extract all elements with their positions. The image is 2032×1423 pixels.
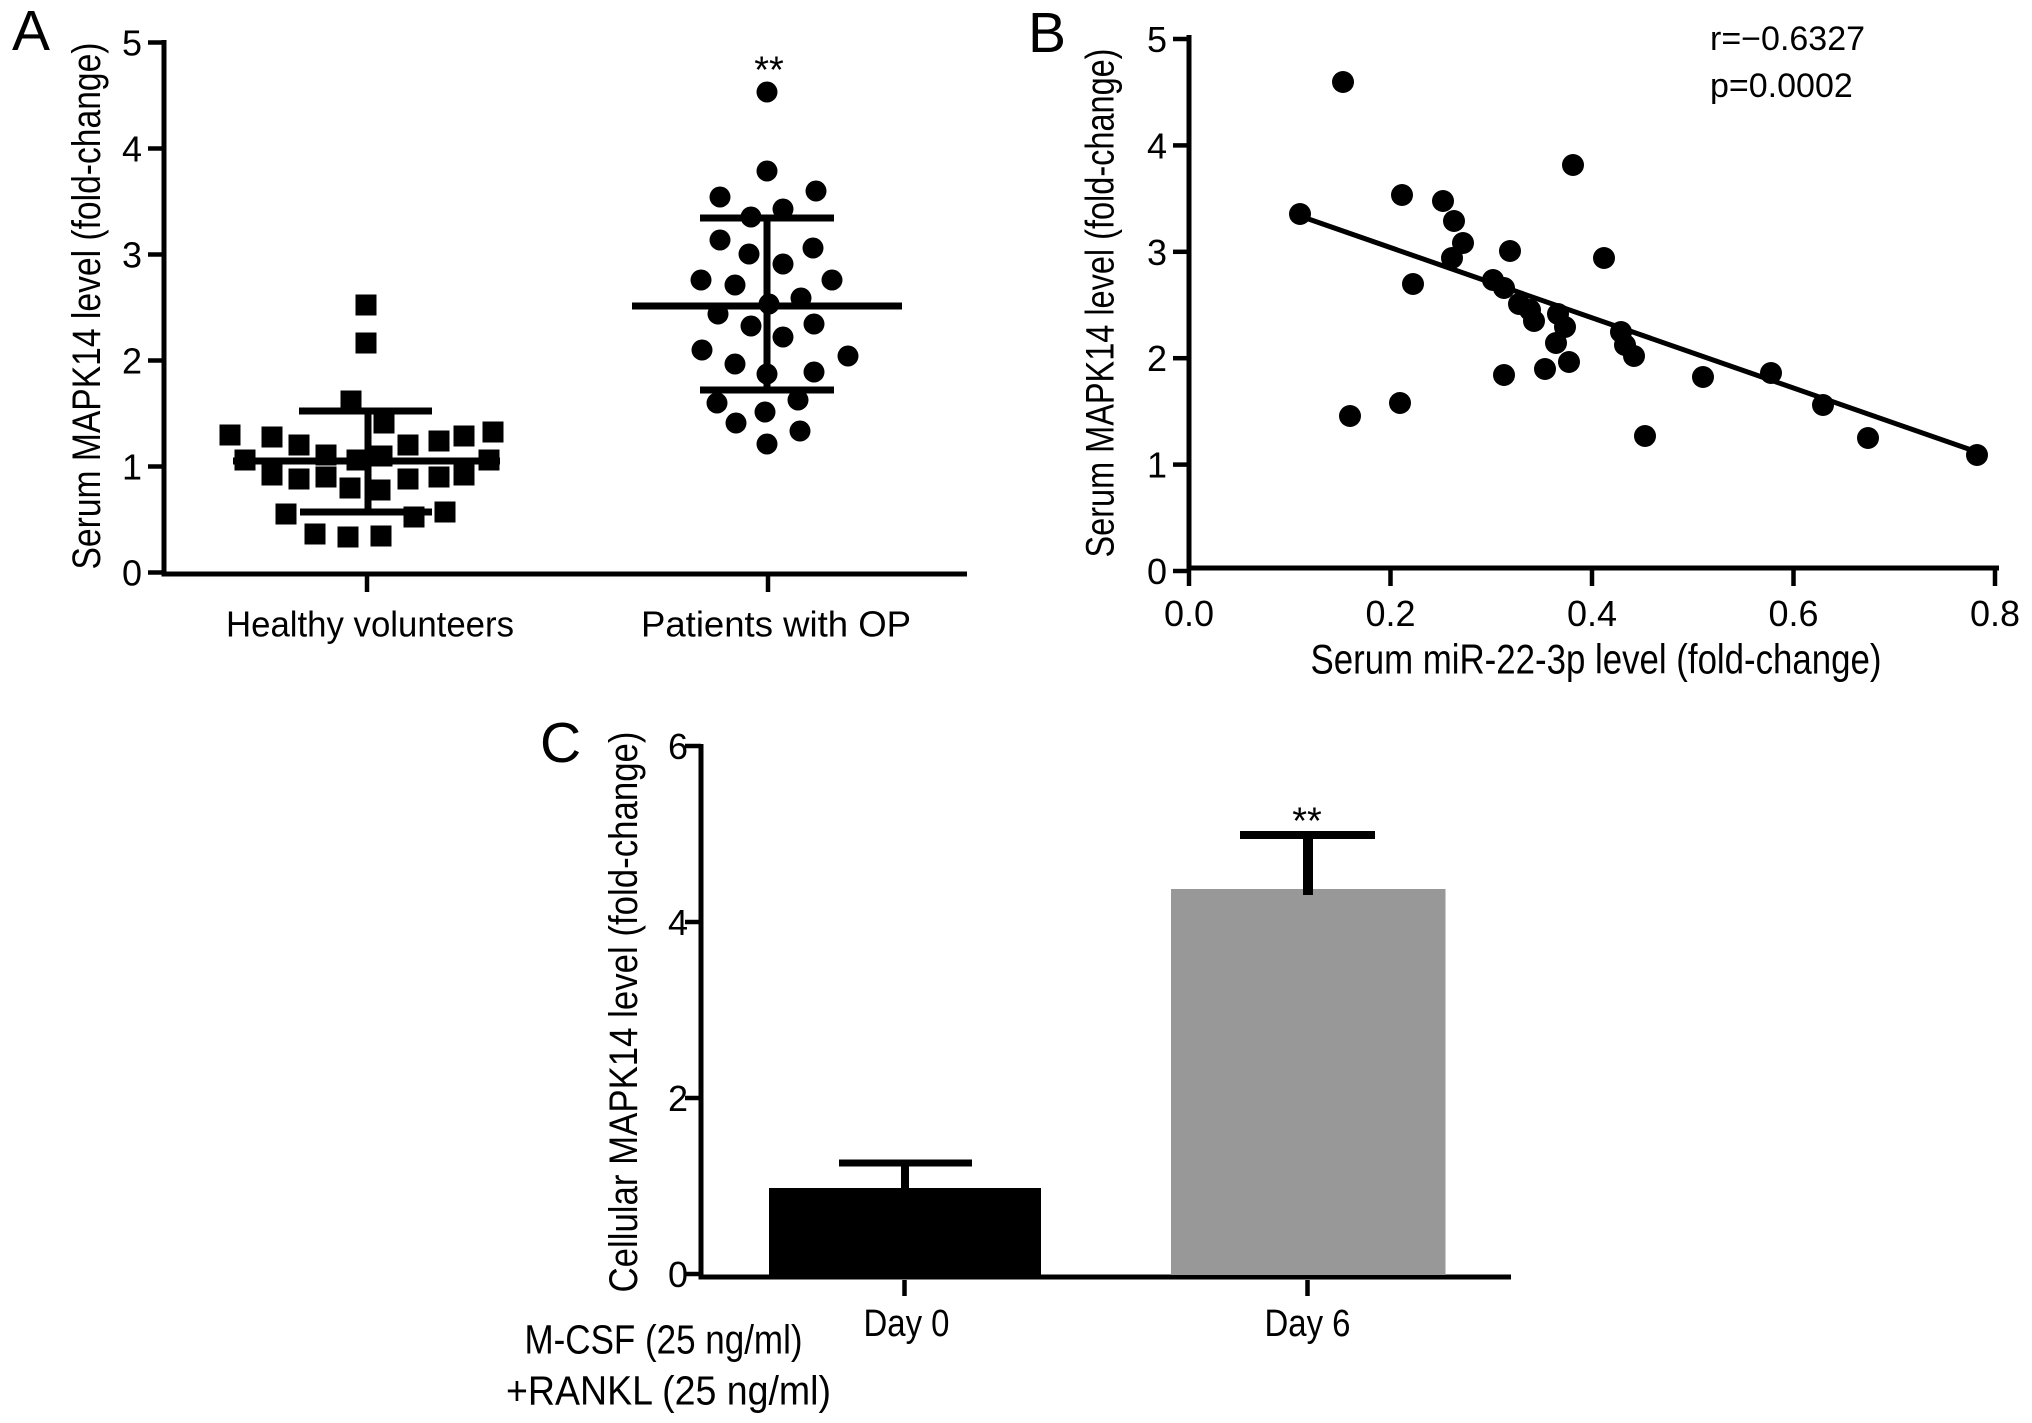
svg-text:6: 6	[668, 726, 688, 767]
svg-text:3: 3	[1147, 232, 1167, 273]
svg-text:0: 0	[668, 1254, 688, 1295]
svg-text:r=−0.6327: r=−0.6327	[1710, 20, 1865, 58]
svg-text:Day 0: Day 0	[864, 1303, 950, 1345]
svg-text:**: **	[754, 50, 784, 92]
svg-text:3: 3	[122, 235, 142, 276]
svg-text:p=0.0002: p=0.0002	[1710, 67, 1853, 105]
svg-text:2: 2	[1147, 338, 1167, 379]
svg-text:0.6: 0.6	[1768, 593, 1818, 634]
svg-text:0.8: 0.8	[1970, 593, 2020, 634]
svg-text:Patients with OP: Patients with OP	[641, 604, 911, 645]
svg-text:A: A	[12, 0, 50, 63]
svg-text:2: 2	[668, 1078, 688, 1119]
svg-text:0.4: 0.4	[1567, 593, 1617, 634]
svg-text:Serum miR-22-3p level (fold-ch: Serum miR-22-3p level (fold-change)	[1311, 636, 1882, 683]
svg-text:C: C	[540, 711, 581, 775]
svg-text:Healthy volunteers: Healthy volunteers	[226, 604, 514, 645]
svg-text:1: 1	[122, 447, 142, 488]
svg-text:Cellular MAPK14 level (fold-ch: Cellular MAPK14 level (fold-change)	[602, 732, 646, 1293]
svg-text:+RANKL (25 ng/ml): +RANKL (25 ng/ml)	[506, 1368, 831, 1414]
svg-text:4: 4	[1147, 125, 1167, 166]
svg-text:**: **	[1292, 801, 1322, 843]
svg-text:5: 5	[1147, 19, 1167, 60]
svg-text:4: 4	[122, 129, 142, 170]
svg-text:Serum MAPK14 level (fold-chang: Serum MAPK14 level (fold-change)	[65, 43, 109, 570]
svg-text:0.0: 0.0	[1164, 593, 1214, 634]
svg-text:Day 6: Day 6	[1265, 1303, 1351, 1345]
svg-text:0.2: 0.2	[1365, 593, 1415, 634]
svg-text:0: 0	[1147, 551, 1167, 592]
svg-text:B: B	[1028, 1, 1066, 65]
svg-text:Serum MAPK14 level (fold-chang: Serum MAPK14 level (fold-change)	[1079, 49, 1123, 558]
svg-text:5: 5	[122, 23, 142, 64]
svg-text:1: 1	[1147, 445, 1167, 486]
svg-text:M-CSF (25 ng/ml): M-CSF (25 ng/ml)	[525, 1317, 803, 1363]
svg-text:0: 0	[122, 553, 142, 594]
svg-text:4: 4	[668, 902, 688, 943]
svg-text:2: 2	[122, 341, 142, 382]
